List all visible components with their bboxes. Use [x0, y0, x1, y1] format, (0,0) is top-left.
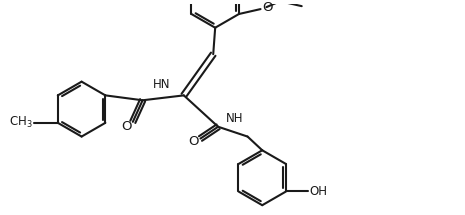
Text: OH: OH [310, 185, 327, 198]
Text: CH$_3$: CH$_3$ [9, 115, 33, 130]
Text: O: O [263, 1, 273, 14]
Text: HN: HN [153, 78, 170, 91]
Text: NH: NH [226, 112, 244, 125]
Text: O: O [122, 120, 132, 133]
Text: O: O [188, 135, 199, 148]
